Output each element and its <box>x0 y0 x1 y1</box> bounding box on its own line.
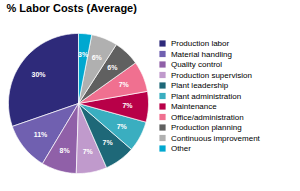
svg-text:Continuous improvement: Continuous improvement <box>171 134 261 143</box>
svg-text:Material handling: Material handling <box>171 50 232 59</box>
svg-text:30%: 30% <box>32 71 47 78</box>
svg-text:Production labor: Production labor <box>171 39 230 48</box>
svg-text:6%: 6% <box>107 64 118 71</box>
svg-text:Office/administration: Office/administration <box>171 113 244 122</box>
svg-text:Quality control: Quality control <box>171 60 222 69</box>
svg-text:Maintenance: Maintenance <box>171 102 217 111</box>
svg-text:7%: 7% <box>102 139 113 146</box>
svg-text:7%: 7% <box>83 148 94 155</box>
svg-text:Production planning: Production planning <box>171 123 242 132</box>
svg-text:8%: 8% <box>60 147 71 154</box>
svg-text:6%: 6% <box>92 54 103 61</box>
svg-text:11%: 11% <box>34 131 48 138</box>
svg-text:Plant administration: Plant administration <box>171 92 241 101</box>
svg-text:% Labor Costs (Average): % Labor Costs (Average) <box>7 2 138 14</box>
svg-text:7%: 7% <box>122 102 133 109</box>
svg-text:7%: 7% <box>119 81 130 88</box>
svg-text:Production supervision: Production supervision <box>171 71 252 80</box>
svg-text:Other: Other <box>171 144 191 153</box>
svg-text:3%: 3% <box>78 51 89 58</box>
svg-text:7%: 7% <box>117 123 128 130</box>
svg-text:Plant leadership: Plant leadership <box>171 81 229 90</box>
